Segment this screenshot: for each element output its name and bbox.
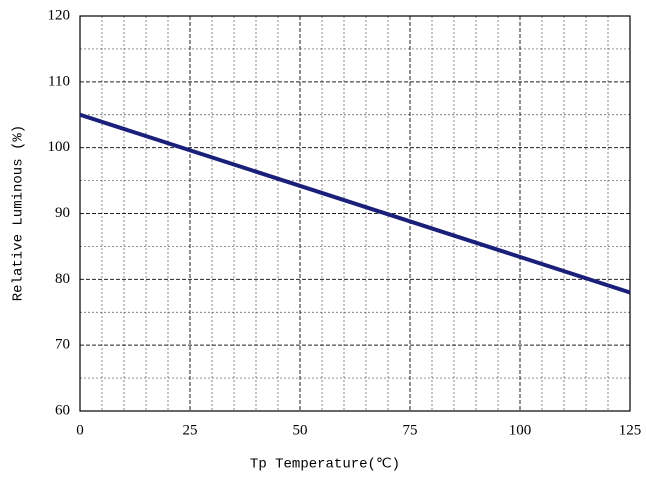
y-tick-label: 120 bbox=[48, 7, 71, 23]
y-axis-title: Relative Luminous (%) bbox=[11, 125, 27, 301]
y-tick-label: 70 bbox=[55, 337, 70, 353]
plot-frame bbox=[79, 15, 631, 412]
y-tick-label: 110 bbox=[48, 73, 70, 89]
x-tick-label: 0 bbox=[76, 422, 84, 438]
x-tick-label: 75 bbox=[403, 422, 418, 438]
y-tick-label: 80 bbox=[55, 271, 70, 287]
x-axis-title: Tp Temperature(℃) bbox=[250, 457, 400, 473]
data-line bbox=[79, 112, 631, 295]
x-tick-label: 125 bbox=[619, 422, 642, 438]
x-tick-label: 50 bbox=[293, 422, 308, 438]
x-tick-label: 25 bbox=[183, 422, 198, 438]
y-tick-label: 100 bbox=[48, 139, 71, 155]
y-tick-label: 60 bbox=[55, 402, 70, 418]
x-tick-label: 100 bbox=[509, 422, 532, 438]
y-tick-label: 90 bbox=[55, 205, 70, 221]
